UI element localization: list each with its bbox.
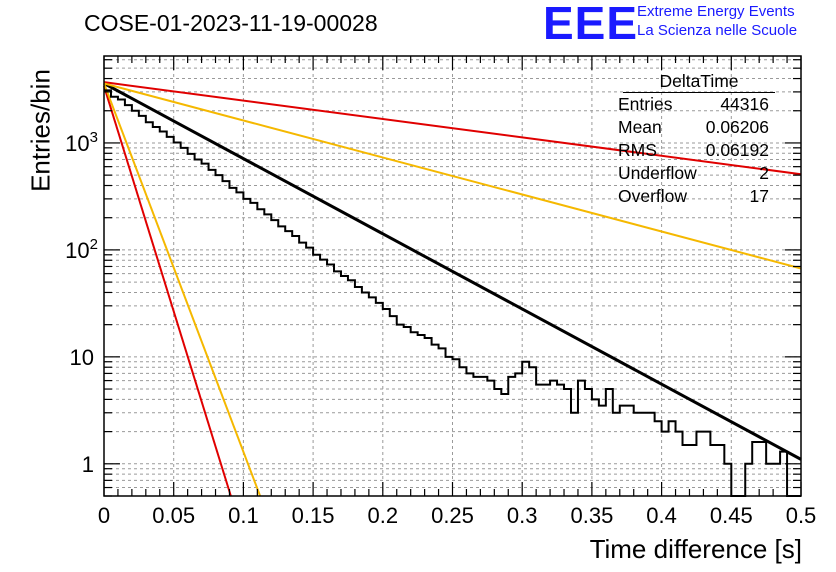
x-tick-label: 0.15 [292, 503, 335, 528]
x-tick-label: 0.1 [228, 503, 259, 528]
x-tick-label: 0.3 [507, 503, 538, 528]
stats-row-overflow: Overflow 17 [618, 186, 769, 206]
eee-logo: EEE [543, 0, 639, 49]
axes: 0 0.05 0.1 0.15 0.2 0.25 0.3 0.35 0.4 0.45 0.5 1 10 1… [65, 55, 817, 528]
series-line-2 [103, 82, 802, 270]
x-tick-label: 0.5 [786, 503, 817, 528]
x-tick-label: 0.45 [710, 503, 753, 528]
stats-row-underflow: Underflow 2 [618, 163, 769, 183]
x-tick-label: 0.4 [646, 503, 677, 528]
series-line-0 [103, 82, 802, 461]
x-tick-label: 0.25 [431, 503, 474, 528]
logo-caption: Extreme Energy Events La Scienza nelle S… [637, 2, 797, 40]
y-tick-label: 1 [82, 452, 94, 477]
y-tick-label: 10 [70, 345, 94, 370]
logo-caption-line2: La Scienza nelle Scuole [637, 22, 798, 39]
stats-row-rms: RMS 0.06192 [618, 140, 769, 160]
y-axis-label: Entries/bin [25, 69, 56, 192]
histogram-layer [104, 89, 801, 497]
chart-title: COSE-01-2023-11-19-00028 [84, 10, 378, 36]
stats-row-entries: Entries 44316 [618, 94, 769, 114]
x-tick-label: 0.2 [368, 503, 399, 528]
series-line-4 [103, 83, 262, 497]
stats-box: DeltaTime Entries 44316 Mean 0.06206 RMS 0.… [611, 71, 775, 208]
x-tick-label: 0 [98, 503, 110, 528]
series-line-3 [103, 85, 232, 497]
x-tick-label: 0.05 [152, 503, 195, 528]
series-line-1 [103, 81, 802, 176]
series-layer [103, 81, 802, 497]
histogram-step-line [104, 89, 801, 497]
x-tick-label: 0.35 [570, 503, 613, 528]
y-tick-label: 102 [65, 236, 98, 263]
y-tick-label: 103 [65, 129, 98, 156]
x-axis-label: Time difference [s] [589, 534, 802, 564]
stats-row-mean: Mean 0.06206 [618, 117, 769, 137]
logo-caption-line1: Extreme Energy Events [637, 3, 795, 20]
stats-box-title: DeltaTime [623, 71, 775, 93]
